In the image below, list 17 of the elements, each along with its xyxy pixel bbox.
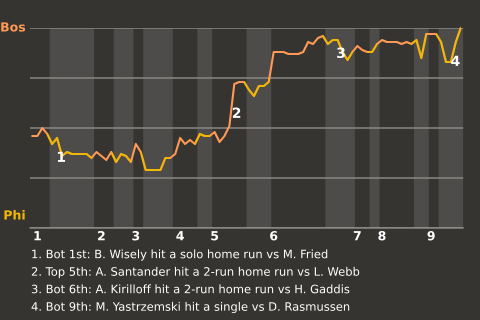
annotation: 4 <box>451 56 460 66</box>
x-tick-label: 1 <box>34 231 41 240</box>
text: 2. Top 5th: A. Santander hit a 2-run home run vs L. Webb <box>32 266 360 278</box>
text: 3. Bot 6th: A. Kirilloff hit a 2-run home run vs H. Gaddis <box>32 284 350 294</box>
x-tick-label: 3 <box>132 231 140 240</box>
text: 1. Bot 1st: B. Wisely hit a solo home run vs M. Fried <box>32 249 328 261</box>
x-tick-label: 7 <box>354 231 361 240</box>
x-tick-label: 4 <box>176 231 184 240</box>
x-tick-label: 8 <box>378 231 386 240</box>
text: Bos <box>1 22 26 32</box>
x-tick-label: 6 <box>270 231 278 240</box>
x-tick-label: 5 <box>211 231 218 240</box>
text: 4. Bot 9th: M. Yastrzemski hit a single vs D. Rasmussen <box>32 302 350 314</box>
x-tick-label: 9 <box>428 231 435 240</box>
x-tick-label: 2 <box>98 231 105 240</box>
annotation: 2 <box>232 108 240 118</box>
text: Phi <box>4 210 25 220</box>
